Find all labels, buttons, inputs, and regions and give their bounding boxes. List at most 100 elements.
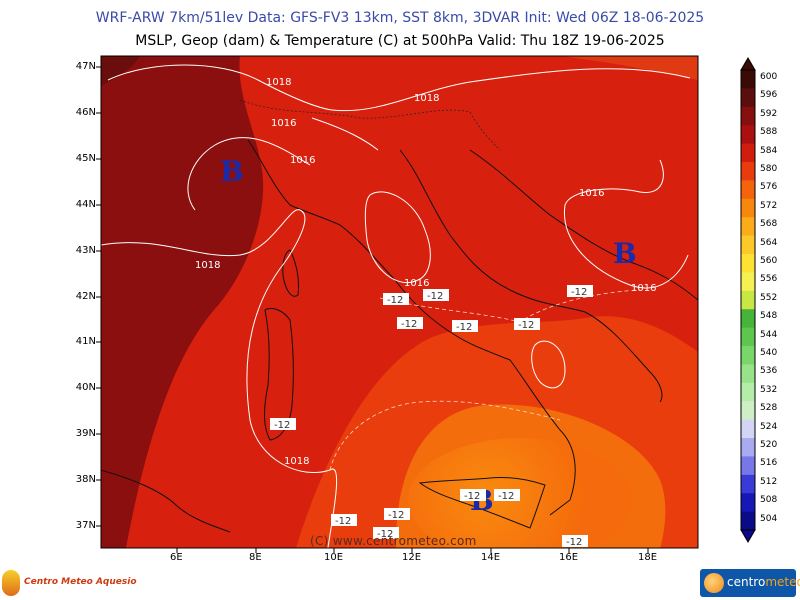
colorbar-segment	[741, 511, 755, 531]
colorbar-level-label: 536	[760, 366, 778, 377]
isobar-label: 1018	[195, 260, 220, 271]
svg-text:-12: -12	[456, 322, 472, 333]
colorbar-level-label: 600	[760, 72, 778, 82]
svg-text:-12: -12	[401, 319, 417, 330]
colorbar-segment	[741, 401, 755, 421]
copyright-text: (C) www.centrometeo.com	[310, 534, 477, 548]
field-588-west	[101, 56, 264, 548]
isobar-1018-ne	[331, 68, 691, 112]
colorbar-segment	[741, 272, 755, 292]
colorbar-segment	[741, 198, 755, 218]
latitude-label: 40N	[75, 382, 96, 393]
colorbar-level-label: 568	[760, 219, 778, 230]
isobar-label: 1016	[404, 278, 429, 289]
colorbar-level-label: 592	[760, 108, 778, 119]
colorbar-segment	[741, 88, 755, 108]
coastlines	[101, 139, 698, 533]
colorbar-level-label: 564	[760, 237, 778, 248]
isobar-1016-east	[563, 204, 689, 289]
colorbar-segment	[741, 180, 755, 200]
colorbar-level-label: 596	[760, 90, 778, 101]
isobar-1016-central	[364, 191, 431, 284]
isobar-label: 1016	[290, 155, 315, 166]
colorbar-segment	[741, 382, 755, 402]
isobars	[101, 64, 691, 548]
latitude-label: 37N	[75, 520, 96, 531]
temp-label: -12	[562, 535, 588, 548]
colorbar-segment	[741, 438, 755, 457]
globe-logo-icon	[704, 573, 724, 593]
isobar-1016-north	[311, 117, 379, 151]
svg-text:-12: -12	[518, 320, 534, 331]
border-slovenia	[469, 111, 501, 151]
colorbar-segment	[741, 217, 755, 237]
colorbar	[740, 57, 756, 543]
isobar-low-south	[531, 340, 566, 389]
longitude-label: 14E	[481, 552, 501, 563]
logo-left-text: Centro Meteo Aquesio	[24, 577, 137, 587]
latitude-label: 43N	[75, 245, 96, 256]
colorbar-level-label: 516	[760, 458, 778, 469]
isobar-1016-east-top	[564, 159, 664, 206]
latitude-label: 46N	[75, 107, 96, 118]
coast-africa	[101, 469, 231, 533]
latitude-label: 44N	[75, 199, 96, 210]
isobar-1018-south	[246, 261, 338, 548]
colorbar-segment	[741, 106, 755, 126]
temp-label: -12	[331, 514, 357, 527]
colorbar-segment	[741, 474, 755, 494]
latitude-label: 47N	[75, 61, 96, 72]
svg-text:-12: -12	[498, 491, 514, 502]
isotherm-south	[329, 400, 561, 471]
map-field: B B B 1018 1018 1016 1016 1016 1018 1016…	[101, 56, 698, 548]
coast-corsica	[282, 249, 299, 297]
low-symbol-adriatic: B	[613, 237, 637, 270]
colorbar-segment	[741, 290, 755, 310]
colorbar-segment	[741, 493, 755, 513]
title-line-2: MSLP, Geop (dam) & Temperature (C) at 50…	[135, 33, 665, 49]
colorbar-segment	[741, 309, 755, 329]
coast-italy-east	[399, 149, 663, 403]
svg-text:-12: -12	[427, 291, 443, 302]
colorbar-level-label: 576	[760, 182, 778, 193]
colorbar-level-label: 580	[760, 164, 778, 174]
svg-text:-12: -12	[335, 516, 351, 527]
colorbar-top-arrow	[740, 57, 756, 71]
svg-text:-12: -12	[464, 491, 480, 502]
temp-label: -12	[567, 285, 593, 298]
longitude-label: 6E	[170, 552, 183, 563]
colorbar-segment	[741, 327, 755, 347]
svg-text:-12: -12	[377, 529, 393, 540]
temp-label: -12	[494, 489, 520, 502]
temp-label: -12	[423, 289, 449, 302]
isobar-label: 1018	[414, 93, 439, 104]
temp-label: -12	[384, 508, 410, 521]
colorbar-level-label: 524	[760, 421, 778, 432]
borders	[239, 99, 501, 151]
temp-label: -12	[460, 489, 486, 502]
isobar-label: 1016	[271, 118, 296, 129]
colorbar-level-label: 540	[760, 348, 778, 358]
centro-meteo-aquesio-logo: Centro Meteo Aquesio	[2, 570, 137, 596]
axis-ticks	[96, 66, 649, 553]
colorbar-segment	[741, 235, 755, 255]
logo-right-text: centrometeo	[727, 575, 800, 589]
colorbar-level-label: 572	[760, 200, 778, 211]
temp-label: -12	[373, 527, 399, 540]
colorbar-level-label: 528	[760, 403, 778, 414]
temperature-labels: -12 -12 -12 -12 -12 -12 -12 -12 -12 -12 …	[270, 285, 593, 548]
colorbar-level-label: 504	[760, 513, 778, 524]
title-line-1: WRF-ARW 7km/51lev Data: GFS-FV3 13km, SS…	[95, 10, 705, 26]
isobar-label: 1018	[284, 456, 309, 467]
colorbar-level-label: 508	[760, 495, 778, 506]
colorbar-frame	[740, 69, 756, 531]
isobar-1016-west	[187, 137, 311, 211]
colorbar-level-label: 552	[760, 292, 778, 303]
isobar-label: 1016	[579, 188, 604, 199]
colorbar-segment	[741, 162, 755, 181]
colorbar-level-label: 520	[760, 440, 778, 450]
low-symbol-north-west: B	[220, 155, 244, 188]
centrometeo-logo: centrometeo	[700, 569, 800, 597]
svg-text:-12: -12	[387, 295, 403, 306]
